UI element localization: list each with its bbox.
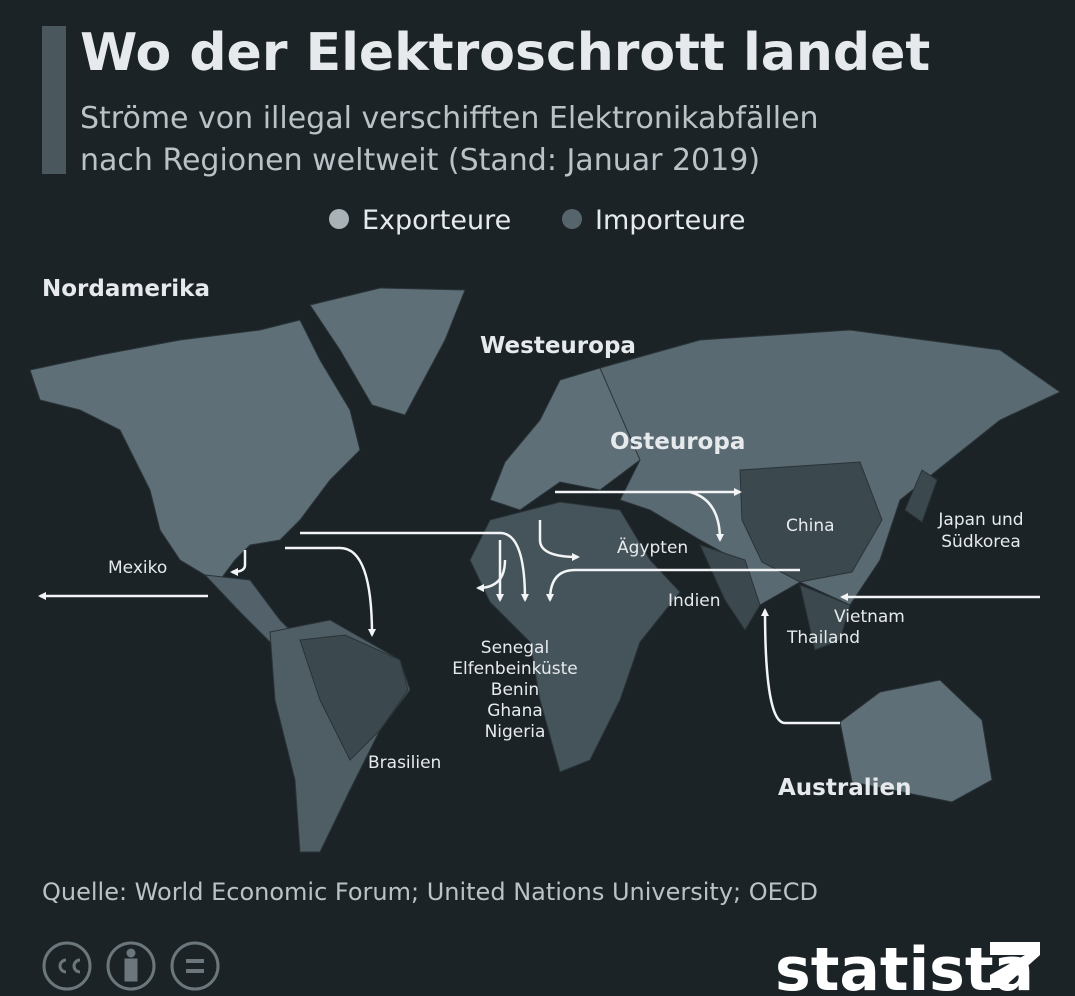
cc-icon [42,941,92,991]
country-label: Vietnam [834,607,905,627]
arrow [546,568,800,602]
country-label: Ägypten [617,537,688,558]
title: Wo der Elektroschrott landet [80,23,930,83]
arrow [761,608,840,725]
country-label: Ghana [487,701,543,721]
country-label: Japan und [937,510,1023,530]
nd-glyph [186,959,204,973]
southeast-asia [799,584,851,651]
country-label: Südkorea [941,532,1021,552]
license-icons [42,941,220,991]
legend-label: Exporteure [362,205,511,236]
greenland [309,287,466,416]
legend-dot [562,209,582,229]
brazil [299,634,409,761]
arrow [230,550,247,576]
region-label: Westeuropa [480,333,636,359]
by-icon [106,941,156,991]
cc-glyph [58,958,81,974]
flow-arrows [38,488,1040,725]
arrow [689,490,724,542]
nd-icon [170,941,220,991]
legend-label: Importeure [595,205,745,236]
subtitle: Ströme von illegal verschifften Elektron… [80,101,819,136]
by-glyph [124,958,138,982]
india [699,544,761,631]
country-label: Indien [668,591,721,611]
north-america [29,319,361,581]
arrow [285,546,376,637]
region-label: Nordamerika [42,276,210,302]
by-glyph [126,948,136,958]
arrow [538,520,580,561]
country-label: Benin [491,680,539,700]
country-label: Brasilien [368,753,441,773]
country-label: Senegal [481,638,549,658]
arrow [476,559,507,592]
country-label: Mexiko [108,558,167,578]
country-label: Thailand [786,628,860,648]
subtitle: nach Regionen weltweit (Stand: Januar 20… [80,143,760,178]
country-label: China [786,516,835,536]
legend-dot [329,209,349,229]
country-label: Nigeria [485,722,546,742]
source: Quelle: World Economic Forum; United Nat… [42,878,818,906]
logo-mark [990,942,1040,988]
china [739,461,883,583]
title-bar [42,26,66,174]
australia [839,679,993,803]
region-label: Australien [778,775,911,801]
arrow [300,531,529,602]
country-label: Elfenbeinküste [452,659,578,679]
region-label: Osteuropa [610,429,745,455]
japan [904,469,938,523]
logo-shape [990,942,1040,988]
